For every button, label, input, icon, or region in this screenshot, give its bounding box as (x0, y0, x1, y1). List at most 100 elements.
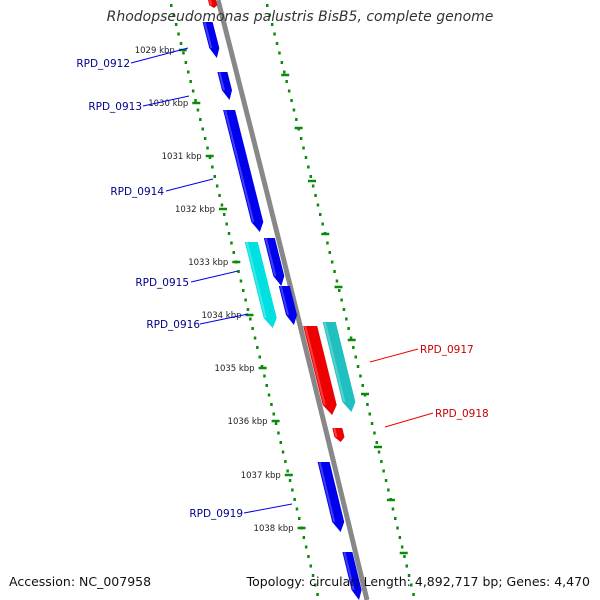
kbp-label: 1029 kbp (135, 46, 175, 56)
tick-dot (373, 431, 376, 435)
kbp-label: 1037 kbp (241, 471, 281, 481)
gene-label: RPD_0916 (146, 319, 200, 331)
tick-dot (398, 536, 402, 539)
tick-dot (407, 574, 411, 577)
gene-label: RPD_0914 (110, 186, 164, 198)
tick-dot (311, 184, 315, 188)
tick-dot (239, 279, 243, 283)
tick-dot (265, 384, 268, 387)
tick-dot (203, 137, 207, 140)
gene-arrow-g3 (223, 110, 264, 232)
gene-arrow-g4 (244, 242, 277, 328)
tick-dot (263, 374, 266, 378)
kbp-label: 1035 kbp (215, 364, 255, 374)
tick-dot (227, 232, 231, 235)
tick-dot (396, 526, 399, 530)
kbp-label: 1038 kbp (254, 524, 294, 534)
gene-arrow-g8 (322, 322, 356, 412)
tick-dot (352, 346, 355, 349)
tick-dot (311, 574, 315, 577)
tick-dot (182, 51, 185, 55)
tick-dot (342, 308, 346, 311)
tick-dot (292, 108, 296, 112)
tick-dot (319, 213, 322, 216)
tick-dot (225, 222, 228, 226)
tick-dot (191, 89, 195, 93)
tick-dot (194, 99, 197, 102)
tick-dot (298, 517, 301, 520)
kbp-label: 1030 kbp (148, 99, 188, 109)
tick-dot (307, 165, 310, 169)
tick-dot (220, 203, 224, 207)
gene-shine (264, 237, 277, 277)
tick-dot (277, 431, 280, 435)
tick-dot (380, 460, 383, 463)
tick-dot (230, 241, 233, 245)
tick-dot (278, 51, 281, 55)
tick-dot (291, 488, 294, 492)
gene-label: RPD_0919 (189, 508, 243, 520)
tick-dot (326, 241, 329, 245)
gene-arrow-g9 (332, 428, 345, 442)
gene-shine (304, 325, 326, 406)
tick-dot (275, 42, 279, 45)
gene-shine (203, 21, 213, 49)
gene-shine (218, 71, 225, 91)
tick-dot (314, 583, 317, 587)
tick-dot (290, 99, 293, 102)
tick-dot (288, 479, 292, 482)
gene-label: RPD_0912 (76, 58, 130, 70)
kbp-label: 1032 kbp (175, 205, 215, 215)
tick-dot (246, 308, 250, 311)
tick-dot (293, 498, 296, 501)
tick-dot (206, 146, 209, 150)
tick-dot (274, 422, 278, 425)
tick-dot (314, 194, 317, 197)
tick-dot (218, 194, 221, 197)
tick-dot (260, 365, 264, 368)
tick-dot (287, 89, 291, 93)
tick-dot (177, 32, 180, 36)
tick-dot (251, 327, 254, 330)
tick-dot (338, 289, 341, 292)
label-connector (142, 95, 190, 107)
tick-dot (316, 593, 319, 596)
tick-dot (361, 384, 364, 387)
gene-shine (333, 427, 338, 438)
tick-dot (349, 336, 353, 340)
tick-dot (295, 118, 298, 121)
gene-arrow-g1 (202, 22, 220, 58)
tick-dot (328, 251, 331, 254)
tick-dot (321, 222, 324, 226)
tick-dot (368, 412, 371, 416)
gene-features (202, 0, 362, 600)
tick-dot (244, 298, 247, 302)
tick-dot (359, 374, 362, 378)
kbp-label: 1033 kbp (188, 258, 228, 268)
kbp-label: 1036 kbp (228, 417, 268, 427)
tick-dot (354, 355, 357, 359)
tick-dot (211, 165, 214, 169)
accession-text: Accession: NC_007958 (9, 574, 152, 589)
tick-dot (370, 422, 374, 425)
tick-dot (335, 279, 339, 283)
topology-text: Topology: circular; Length: 4,892,717 bp… (246, 574, 590, 589)
label-connector (199, 313, 249, 325)
tick-dot (279, 441, 282, 444)
tick-dot (295, 507, 299, 511)
tick-dot (268, 13, 271, 17)
tick-dot (309, 175, 312, 178)
label-connector (190, 270, 239, 283)
gene-arrow-g5 (263, 238, 285, 286)
tick-dot (283, 70, 286, 74)
gene-arrow-g10 (317, 462, 345, 532)
gene-arrow-g2 (217, 72, 232, 100)
tick-dot (232, 251, 235, 254)
gene-shine (343, 551, 355, 591)
tick-dot (170, 4, 173, 7)
tick-dot (302, 536, 306, 539)
gene-label: RPD_0917 (420, 344, 474, 356)
tick-dot (330, 260, 334, 264)
gene-arrow-g11 (342, 552, 362, 600)
tick-dot (270, 23, 274, 26)
